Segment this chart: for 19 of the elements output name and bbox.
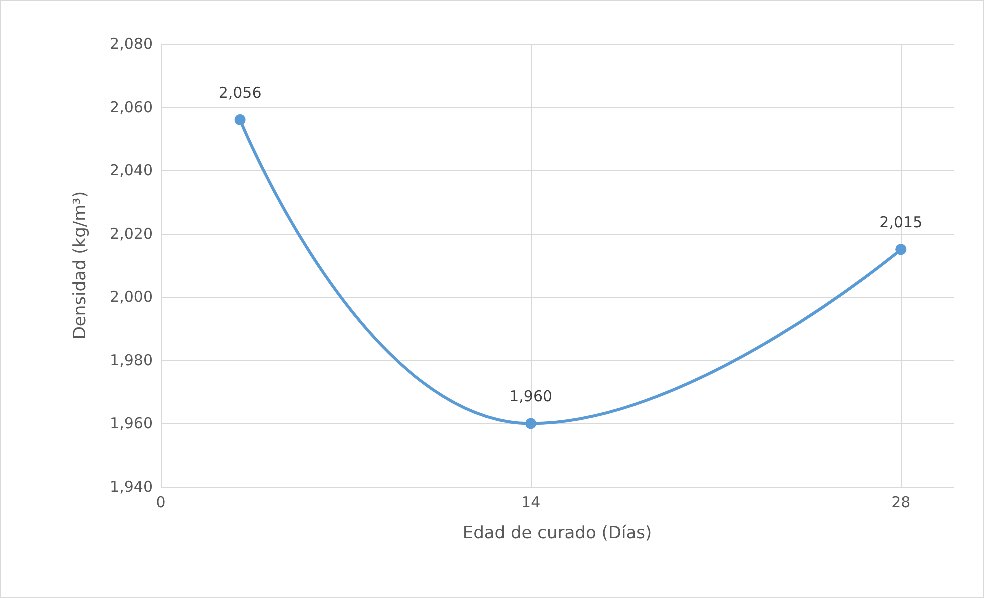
- x-tick-label: 28: [892, 494, 911, 512]
- y-tick-label: 2,060: [110, 98, 153, 116]
- y-axis-title: Densidad (kg/m³): [70, 191, 90, 340]
- y-tick-label: 1,940: [110, 478, 153, 496]
- data-label: 2,056: [218, 84, 262, 102]
- data-label: 1,960: [510, 388, 553, 406]
- point: [896, 244, 907, 256]
- point: [234, 114, 246, 126]
- y-tick-label: 2,080: [110, 35, 153, 53]
- y-tick-label: 2,020: [110, 224, 153, 243]
- y-tick-label: 2,000: [110, 288, 153, 306]
- y-tick-label: 2,040: [110, 162, 153, 180]
- data-label: 2,015: [880, 214, 923, 232]
- x-axis-title: Edad de curado (Días): [462, 524, 652, 544]
- y-tick-label: 1,980: [110, 351, 153, 370]
- x-tick-label: 14: [522, 494, 541, 512]
- y-tick-label: 1,960: [110, 414, 153, 433]
- point: [526, 418, 537, 430]
- x-tick-label: 0: [156, 494, 166, 512]
